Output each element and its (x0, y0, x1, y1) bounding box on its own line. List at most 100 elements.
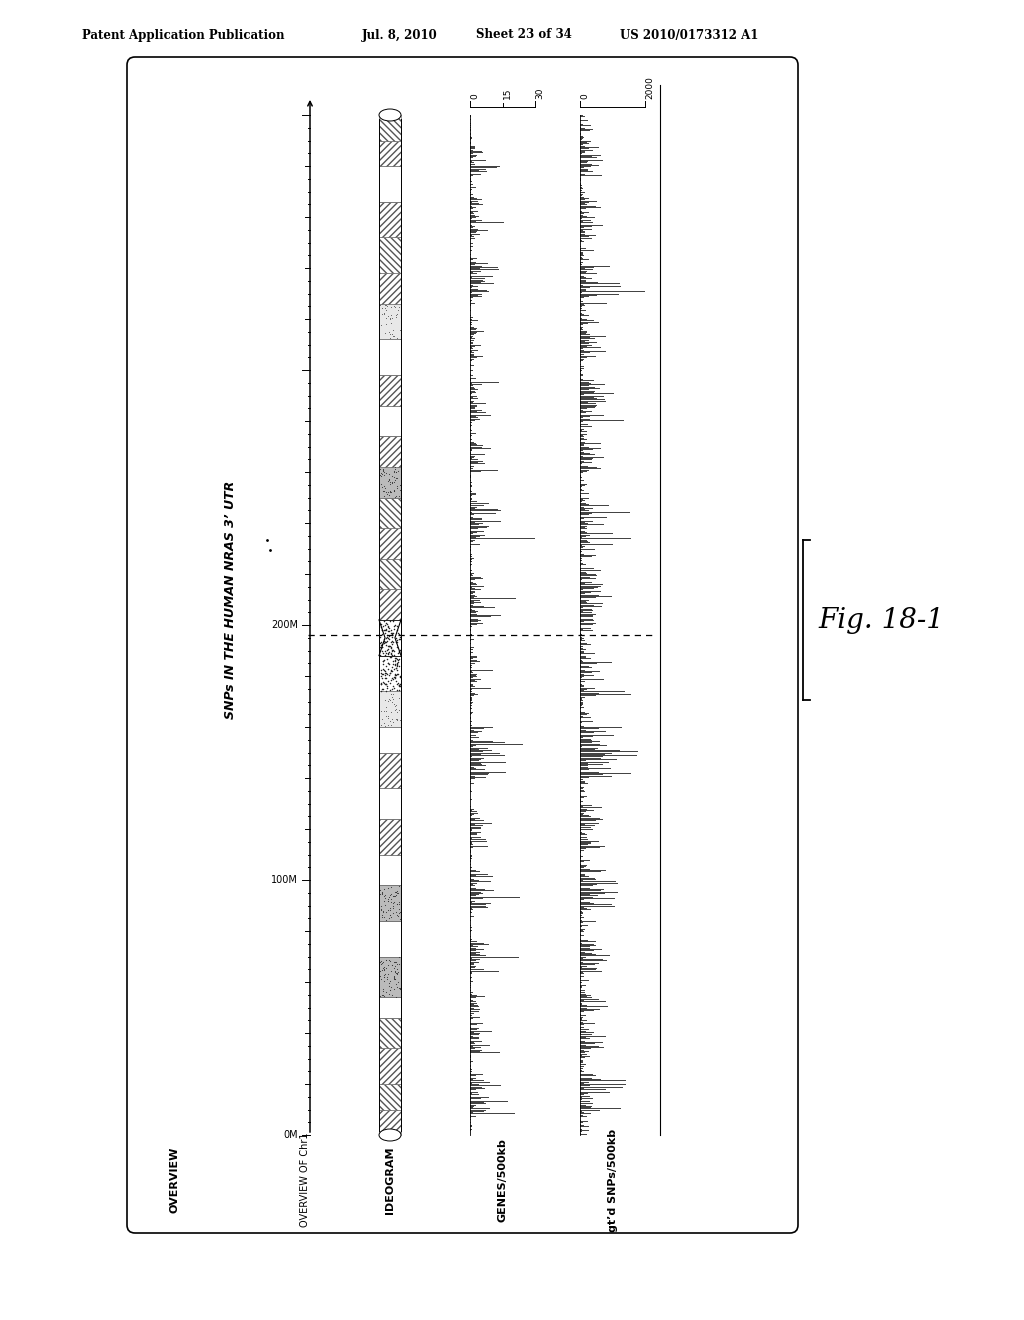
Point (391, 902, 408, 923)
Point (375, 659, 391, 680)
Point (387, 486, 403, 507)
Point (381, 642, 397, 663)
Point (378, 909, 394, 931)
Point (388, 962, 404, 983)
Point (386, 642, 402, 663)
Point (377, 632, 393, 653)
Point (385, 682, 401, 704)
Point (377, 715, 393, 737)
Point (388, 882, 404, 903)
Point (373, 473, 389, 494)
Point (386, 479, 402, 500)
Point (388, 462, 404, 483)
Bar (379, 558, 401, 589)
Point (387, 671, 403, 692)
Point (375, 653, 391, 675)
Text: Jul. 8, 2010: Jul. 8, 2010 (362, 29, 437, 41)
Point (388, 880, 404, 902)
Point (380, 891, 396, 912)
Point (382, 647, 398, 668)
Point (381, 907, 397, 928)
Point (387, 960, 403, 981)
Point (382, 471, 398, 492)
Point (389, 655, 406, 676)
Point (373, 616, 389, 638)
Point (378, 663, 394, 684)
Point (383, 297, 399, 318)
Point (392, 676, 409, 697)
Point (377, 964, 393, 985)
Point (373, 314, 389, 335)
Point (380, 714, 396, 735)
Point (386, 892, 402, 913)
Point (388, 894, 404, 915)
Point (386, 969, 402, 990)
Point (375, 615, 391, 636)
Point (383, 308, 399, 329)
Point (376, 956, 392, 977)
Point (374, 477, 390, 498)
Point (385, 668, 401, 689)
Point (388, 952, 404, 973)
Point (387, 665, 403, 686)
Point (379, 484, 395, 506)
Point (388, 894, 404, 915)
Point (384, 678, 400, 700)
Point (390, 663, 407, 684)
Point (391, 977, 408, 998)
Bar (379, 886, 401, 921)
Point (387, 486, 403, 507)
Point (378, 700, 394, 721)
Point (383, 644, 399, 665)
Point (379, 676, 395, 697)
Point (377, 322, 393, 343)
Point (378, 949, 394, 970)
Point (389, 631, 406, 652)
Point (375, 667, 391, 688)
Point (375, 678, 391, 700)
Point (387, 655, 403, 676)
Point (385, 898, 401, 919)
Point (380, 652, 396, 673)
Point (391, 642, 408, 663)
Bar (379, 998, 401, 1018)
Point (378, 635, 394, 656)
Point (372, 294, 388, 315)
Point (382, 672, 398, 693)
Point (385, 892, 401, 913)
Point (377, 297, 393, 318)
Point (383, 636, 399, 657)
Text: US 2010/0173312 A1: US 2010/0173312 A1 (620, 29, 759, 41)
Point (381, 710, 397, 731)
Point (390, 903, 407, 924)
Point (383, 644, 399, 665)
Point (386, 978, 402, 999)
Point (387, 653, 403, 675)
Text: 100M: 100M (271, 875, 298, 884)
Point (374, 882, 390, 903)
Point (374, 952, 390, 973)
Point (378, 949, 394, 970)
Point (374, 960, 390, 981)
Point (373, 612, 389, 634)
Point (391, 640, 408, 661)
Point (380, 470, 396, 491)
Point (387, 696, 403, 717)
Point (385, 966, 401, 987)
Point (386, 296, 402, 317)
Point (378, 624, 394, 645)
Point (379, 616, 395, 638)
Point (374, 640, 390, 661)
Point (388, 305, 404, 326)
Point (376, 304, 392, 325)
Point (377, 660, 393, 681)
Bar (379, 727, 401, 752)
Text: 0: 0 (580, 94, 589, 99)
Point (391, 978, 408, 999)
Point (388, 973, 404, 994)
Point (374, 634, 390, 655)
Point (390, 624, 407, 645)
Point (383, 634, 399, 655)
Point (372, 632, 388, 653)
Point (391, 946, 408, 968)
